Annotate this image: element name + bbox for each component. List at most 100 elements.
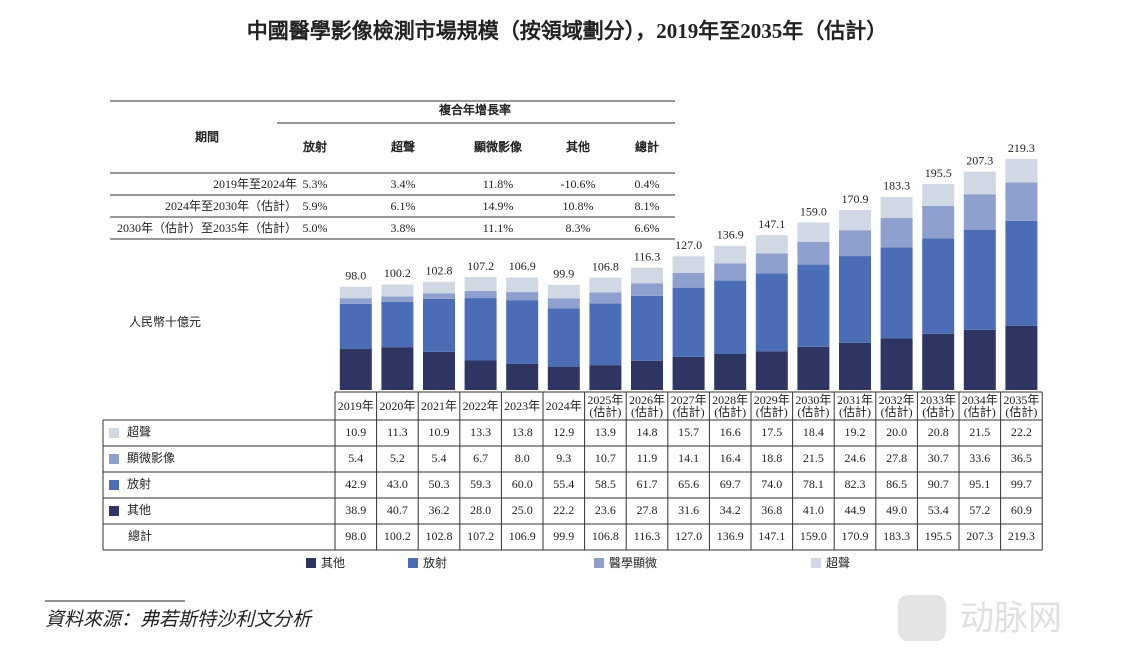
total-label: 183.3 <box>883 179 910 193</box>
table-value: 30.7 <box>928 451 949 465</box>
x-tick-label: 2027年(估計) <box>670 393 707 419</box>
cagr-value: 3.8% <box>391 221 416 235</box>
cagr-value: -10.6% <box>561 177 596 191</box>
table-total: 207.3 <box>966 529 993 543</box>
table-value: 65.6 <box>678 477 699 491</box>
table-value: 21.5 <box>803 451 824 465</box>
table-value: 17.5 <box>761 425 782 439</box>
total-label: 127.0 <box>675 238 702 252</box>
bar-segment <box>797 241 830 265</box>
source: 資料來源：弗若斯特沙利文分析 <box>45 608 313 630</box>
total-label: 100.2 <box>384 266 411 280</box>
cagr-period-header: 期間 <box>195 129 219 144</box>
bar-segment <box>464 298 497 361</box>
table-value: 31.6 <box>678 503 699 517</box>
cagr-group-header: 複合年增長率 <box>438 102 511 117</box>
table-total: 195.5 <box>925 529 952 543</box>
category-cell: 2028年(估計) <box>712 393 749 419</box>
table-value: 49.0 <box>886 503 907 517</box>
x-tick-label: 2020年 <box>379 399 416 413</box>
bar-segment <box>714 245 747 264</box>
table-value: 36.5 <box>1011 451 1032 465</box>
x-tick-label: 2025年(估計) <box>587 393 624 419</box>
table-value: 78.1 <box>803 477 824 491</box>
bar-segment <box>381 296 414 302</box>
bar-segment <box>839 209 871 231</box>
table-value: 34.2 <box>720 503 741 517</box>
table-value: 18.4 <box>803 425 824 439</box>
table-value: 74.0 <box>761 477 782 491</box>
table-value: 60.0 <box>512 477 533 491</box>
legend-label: 超聲 <box>826 555 850 570</box>
total-label: 107.2 <box>467 259 494 273</box>
cagr-column-header: 總計 <box>635 139 659 154</box>
bar-segment <box>423 281 455 294</box>
bar-segment <box>963 329 996 390</box>
row-label: 放射 <box>127 476 151 491</box>
bar-segment <box>547 298 580 309</box>
table-value: 95.1 <box>969 477 990 491</box>
bar-segment <box>755 273 788 352</box>
table-value: 33.6 <box>969 451 990 465</box>
table-value: 41.0 <box>803 503 824 517</box>
cagr-column-header: 其他 <box>566 139 590 154</box>
table-value: 9.3 <box>556 451 571 465</box>
table-value: 38.9 <box>345 503 366 517</box>
bar-segment <box>547 284 580 299</box>
bar-segment <box>506 292 539 301</box>
bar-segment <box>506 277 539 293</box>
bar-segment <box>381 284 414 297</box>
cagr-period: 2030年（估計）至2035年（估計） <box>117 220 297 235</box>
category-cell: 2021年 <box>421 400 457 412</box>
cagr-value: 8.3% <box>566 221 591 235</box>
total-label: 207.3 <box>966 153 993 167</box>
table-total: 102.8 <box>426 529 453 543</box>
row-swatch <box>109 480 119 490</box>
bar-segment <box>423 293 455 299</box>
table-total: 107.2 <box>467 529 494 543</box>
bar-segment <box>339 303 372 350</box>
category-cell: 2027年(估計) <box>670 393 707 419</box>
table-value: 58.5 <box>595 477 616 491</box>
x-tick-label: 2022年 <box>462 399 499 413</box>
x-tick-label: 2023年 <box>504 399 541 413</box>
table-total: 106.8 <box>592 529 619 543</box>
x-tick-label: 2031年(估計) <box>836 393 873 419</box>
legend-swatch <box>811 558 821 568</box>
table-value: 21.5 <box>969 425 990 439</box>
table-value: 82.3 <box>845 477 866 491</box>
legend-label: 其他 <box>321 556 345 570</box>
table-value: 61.7 <box>637 477 658 491</box>
table-value: 42.9 <box>345 477 366 491</box>
bar-segment <box>1005 159 1038 183</box>
table-value: 18.8 <box>761 451 782 465</box>
table-total: 170.9 <box>842 529 869 543</box>
bar-segment <box>963 194 996 230</box>
category-cell: 2026年(估計) <box>629 394 665 418</box>
row-label: 總計 <box>128 528 152 543</box>
table-value: 50.3 <box>429 477 450 491</box>
x-tick-label: 2028年(估計) <box>712 393 749 419</box>
table-value: 13.3 <box>470 425 491 439</box>
table-value: 19.2 <box>845 425 866 439</box>
total-label: 147.1 <box>758 217 785 231</box>
table-value: 36.8 <box>761 503 782 517</box>
bar-segment <box>589 277 622 293</box>
table-value: 22.2 <box>553 503 574 517</box>
table-total: 99.9 <box>553 529 574 543</box>
table-total: 106.9 <box>509 529 536 543</box>
x-tick-label: 2024年 <box>545 399 582 413</box>
cagr-value: 0.4% <box>635 177 660 191</box>
table-total: 183.3 <box>883 529 910 543</box>
legend-swatch <box>306 558 316 568</box>
bar-segment <box>714 280 747 354</box>
cagr-column-header: 放射 <box>302 139 327 154</box>
table-value: 15.7 <box>678 425 699 439</box>
bar-segment <box>880 338 913 390</box>
bar-segment <box>797 346 830 390</box>
bar-segment <box>631 360 663 390</box>
bar-segment <box>464 360 497 390</box>
legend-swatch <box>408 558 418 568</box>
table-value: 40.7 <box>387 503 408 517</box>
